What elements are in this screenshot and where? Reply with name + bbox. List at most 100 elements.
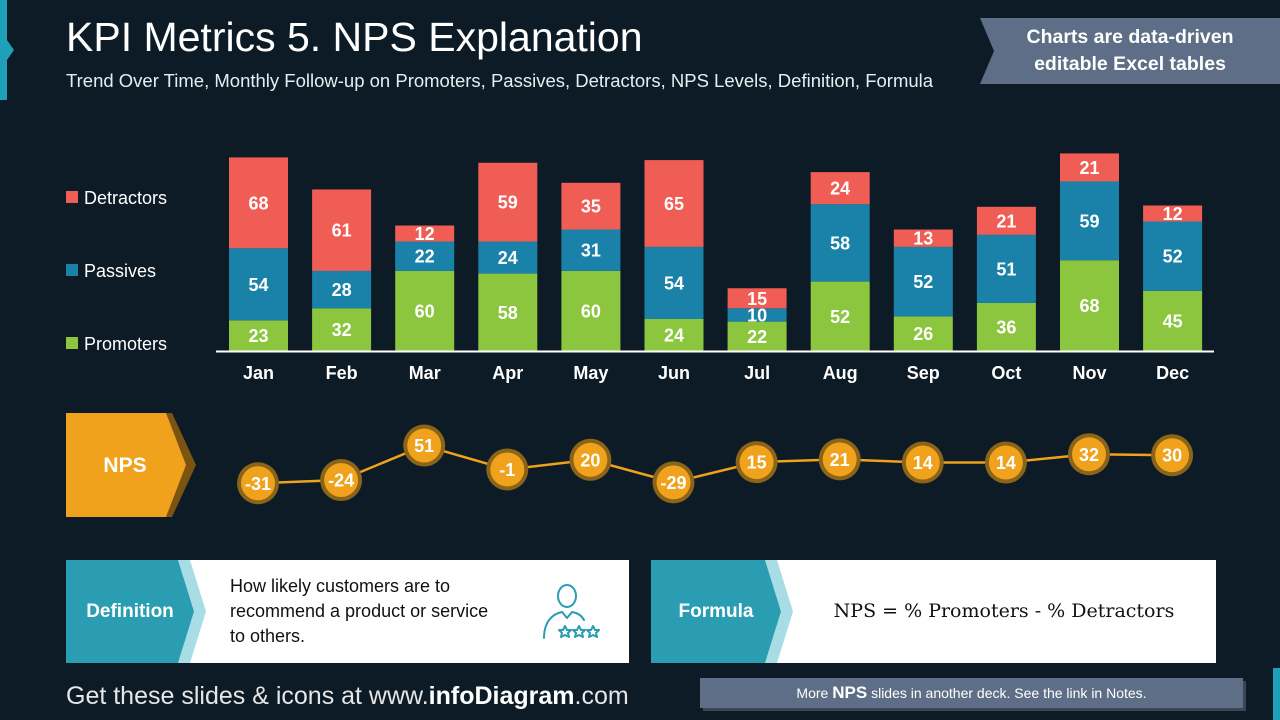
more-prefix: More	[796, 685, 833, 701]
nps-value-oct: 14	[996, 453, 1016, 473]
formula-text: NPS = % Promoters - % Detractors	[833, 600, 1175, 622]
data-label-detractors-sep: 13	[913, 229, 933, 249]
x-tick-mar: Mar	[409, 363, 441, 383]
nps-point-dec	[1155, 438, 1190, 473]
data-label-detractors-jun: 65	[664, 194, 684, 214]
x-tick-sep: Sep	[907, 363, 940, 383]
bar-passives-feb	[312, 270, 372, 309]
nps-point-jul	[739, 445, 774, 480]
data-label-promoters-jun: 24	[664, 325, 684, 345]
stacked-bar-chart: Promoters Passives Detractors 23 54 68 Jan 32 28…	[66, 153, 1214, 383]
nps-value-jul: 15	[747, 453, 767, 473]
bar-passives-jan	[229, 248, 288, 321]
bar-detractors-sep	[893, 229, 953, 247]
bar-promoters-oct	[976, 302, 1036, 351]
accent-notch	[7, 40, 14, 60]
definition-label: Definition	[86, 601, 174, 622]
definition-line-1: How likely customers are to	[230, 576, 451, 596]
data-label-promoters-nov: 68	[1079, 296, 1099, 316]
nps-line-chart: NPS -31 -24 51 -1 20 -29 15 21 14 14 32 30	[66, 413, 1194, 517]
data-label-passives-sep: 52	[913, 272, 933, 292]
data-label-detractors-jul: 15	[747, 289, 767, 309]
bar-promoters-aug	[810, 281, 870, 351]
data-label-passives-dec: 52	[1163, 247, 1183, 267]
nps-point-aug	[822, 442, 857, 477]
nps-value-aug: 21	[830, 450, 850, 470]
x-tick-aug: Aug	[823, 363, 858, 383]
more-slides-note: More NPS slides in another deck. See the…	[700, 678, 1243, 708]
bar-detractors-may	[561, 182, 621, 230]
accent-edge	[1273, 668, 1280, 720]
nps-point-oct	[988, 445, 1023, 480]
data-label-promoters-feb: 32	[332, 320, 352, 340]
nps-point-feb	[324, 463, 359, 498]
legend-swatch-detractors	[66, 191, 78, 203]
nps-value-dec: 30	[1162, 446, 1182, 466]
x-tick-dec: Dec	[1156, 363, 1189, 383]
legend-swatch-promoters	[66, 337, 78, 349]
page-subtitle: Trend Over Time, Monthly Follow-up on Pr…	[66, 70, 934, 91]
bar-promoters-jun	[644, 318, 704, 351]
nps-value-jun: -29	[660, 473, 686, 493]
legend-label-passives: Passives	[84, 261, 156, 281]
banner-text: Charts are data-driven editable Excel ta…	[980, 24, 1280, 78]
definition-line-2: recommend a product or service	[230, 601, 489, 621]
nps-point-may	[573, 442, 608, 477]
data-label-passives-feb: 28	[332, 280, 352, 300]
bar-promoters-nov	[1060, 260, 1119, 351]
formula-tag: Formula	[651, 560, 793, 663]
bar-passives-apr	[478, 241, 538, 274]
nps-value-sep: 14	[913, 453, 933, 473]
nps-point-jun	[656, 465, 691, 500]
bar-passives-aug	[810, 204, 870, 282]
bar-passives-mar	[395, 241, 455, 271]
bar-promoters-dec	[1143, 290, 1203, 351]
data-label-promoters-may: 60	[581, 301, 601, 321]
nps-value-feb: -24	[328, 471, 354, 491]
nps-value-may: 20	[580, 450, 600, 470]
accent-bar	[0, 0, 7, 100]
bar-promoters-jan	[229, 320, 288, 351]
bar-passives-sep	[893, 246, 953, 317]
data-label-detractors-feb: 61	[332, 221, 352, 241]
data-label-passives-oct: 51	[996, 259, 1016, 279]
bar-detractors-aug	[810, 172, 870, 205]
data-label-passives-may: 31	[581, 241, 601, 261]
bar-promoters-sep	[893, 316, 953, 351]
x-tick-jun: Jun	[658, 363, 690, 383]
definition-tag: Definition	[66, 560, 206, 663]
data-label-passives-nov: 59	[1079, 211, 1099, 231]
bar-promoters-jul	[727, 321, 787, 351]
nps-point-mar	[407, 428, 442, 463]
data-label-promoters-oct: 36	[996, 317, 1016, 337]
x-tick-jan: Jan	[243, 363, 274, 383]
nps-point-jan	[241, 466, 275, 501]
legend-swatch-passives	[66, 264, 78, 276]
formula-label: Formula	[678, 601, 754, 622]
bar-passives-nov	[1060, 181, 1119, 261]
bar-detractors-dec	[1143, 205, 1203, 222]
bar-detractors-mar	[395, 225, 455, 242]
bar-passives-oct	[976, 234, 1036, 303]
data-label-promoters-jan: 23	[248, 326, 268, 346]
nps-tag	[66, 413, 186, 517]
data-label-passives-jun: 54	[664, 273, 684, 293]
x-tick-nov: Nov	[1072, 363, 1106, 383]
footer-prefix: Get these slides & icons at www.	[66, 682, 429, 710]
bar-passives-jul	[727, 308, 787, 322]
banner-line-2: editable Excel tables	[1034, 53, 1226, 75]
bar-passives-dec	[1143, 221, 1203, 291]
bar-passives-jun	[644, 246, 704, 319]
footer-brand: infoDiagram	[428, 682, 575, 710]
data-label-promoters-sep: 26	[913, 324, 933, 344]
data-label-promoters-apr: 58	[498, 303, 518, 323]
data-label-detractors-apr: 59	[498, 193, 518, 213]
legend-label-promoters: Promoters	[84, 334, 167, 354]
definition-line-3: to others.	[230, 626, 306, 646]
data-label-passives-jan: 54	[248, 275, 268, 295]
data-label-detractors-may: 35	[581, 197, 601, 217]
data-label-promoters-mar: 60	[415, 301, 435, 321]
data-label-passives-jul: 10	[747, 305, 767, 325]
nps-point-apr	[490, 452, 525, 487]
data-label-detractors-jan: 68	[248, 193, 268, 213]
